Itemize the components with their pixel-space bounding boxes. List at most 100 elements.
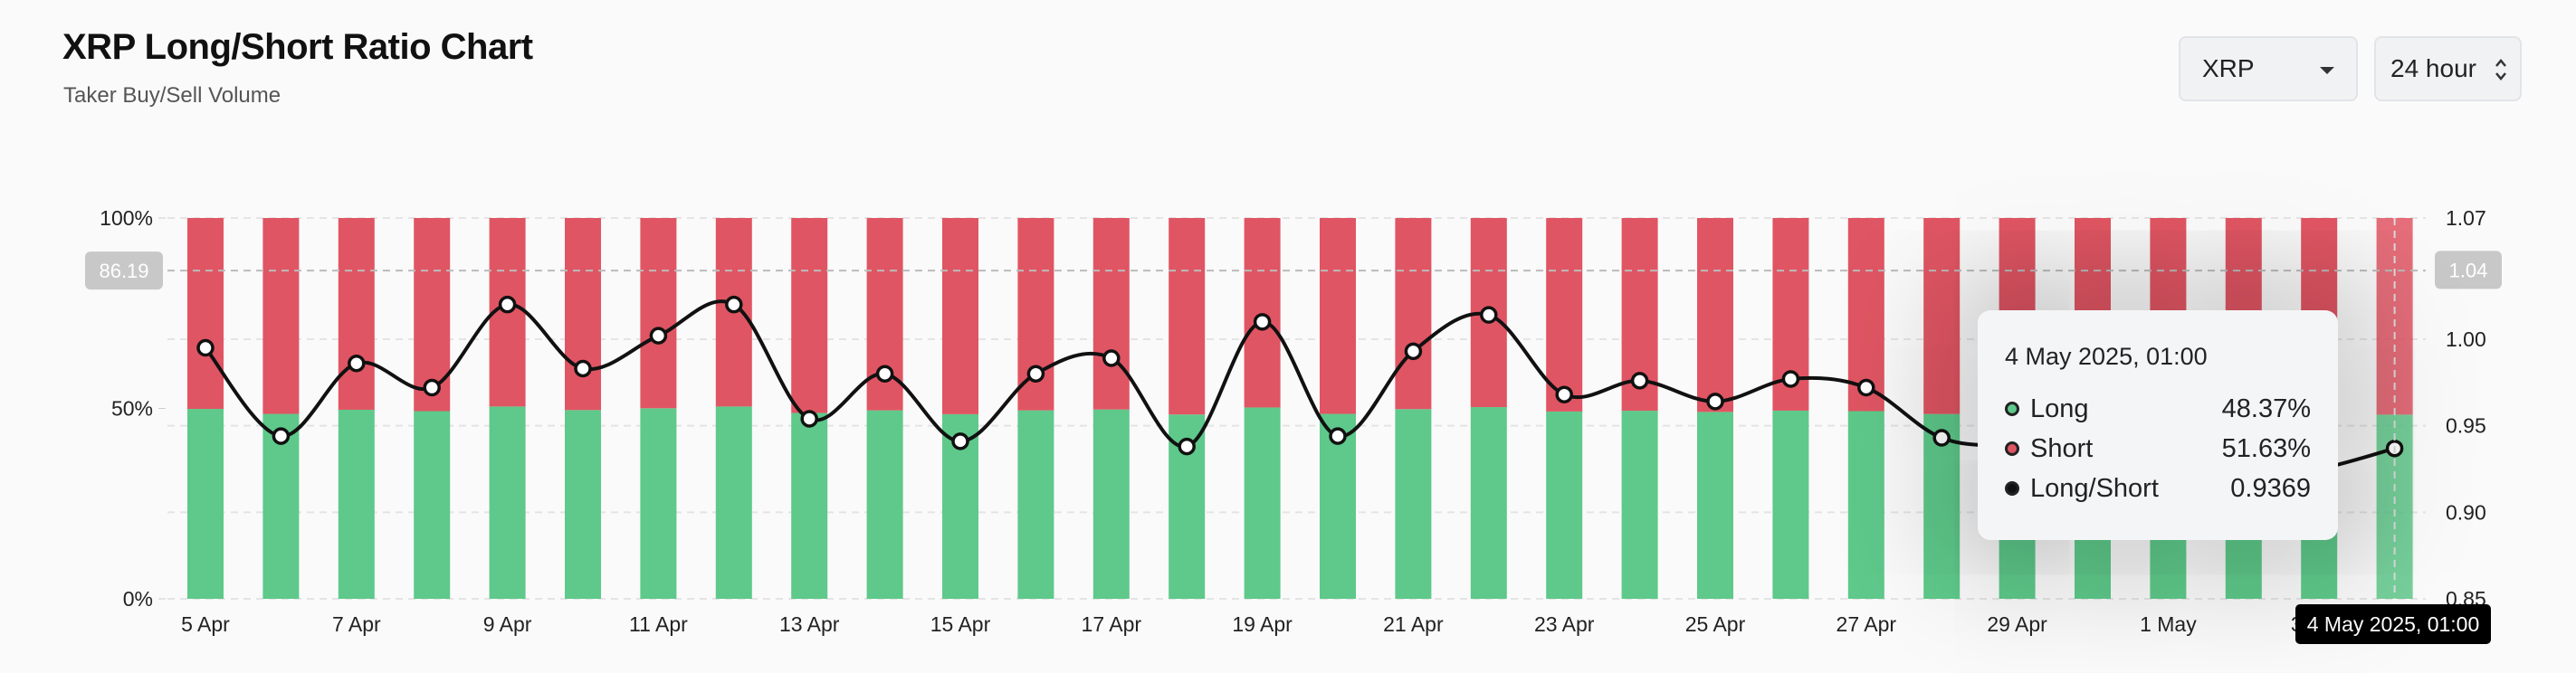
- tooltip-row: Short 51.63%: [2005, 429, 2311, 469]
- tooltip-name: Short: [2030, 433, 2094, 463]
- x-tick-label: 5 Apr: [181, 612, 230, 636]
- ratio-point: [1630, 372, 1649, 390]
- bar-segment: [1092, 218, 1130, 410]
- ratio-point: [1932, 429, 1951, 447]
- ratio-point: [1480, 306, 1498, 324]
- updown-arrow: [2495, 59, 2506, 81]
- bar-segment: [1092, 409, 1130, 599]
- symbol-value: XRP: [2202, 54, 2255, 82]
- crosshair-y2-label: 1.04: [2449, 259, 2488, 281]
- tooltip-value: 0.9369: [2230, 473, 2311, 503]
- ratio-point: [196, 338, 215, 357]
- bar-segment: [1697, 218, 1733, 412]
- bar-segment: [1546, 218, 1583, 412]
- x-tick-label: 15 Apr: [930, 612, 991, 636]
- ratio-point: [498, 295, 517, 314]
- ratio-point: [649, 327, 668, 345]
- ratio-point: [348, 354, 366, 373]
- x-tick-label: 17 Apr: [1082, 612, 1142, 636]
- ratio-point: [1555, 385, 1573, 403]
- x-tick-label: 21 Apr: [1383, 612, 1444, 636]
- title: XRP Long/Short Ratio Chart: [62, 27, 533, 67]
- bar-segment: [640, 218, 677, 409]
- tooltip-value: 51.63%: [2221, 433, 2311, 463]
- bar-segment: [1847, 411, 1884, 599]
- symbol-select[interactable]: XRP: [2179, 36, 2358, 101]
- bar-segment: [1772, 410, 1809, 599]
- y2-tick-label: 1.00: [2446, 327, 2486, 351]
- x-tick-label: 23 Apr: [1534, 612, 1595, 636]
- bar-segment: [489, 406, 526, 599]
- bar-segment: [338, 409, 375, 599]
- bar-segment: [942, 218, 978, 414]
- tooltip-row: Long 48.37%: [2005, 389, 2311, 429]
- bar-segment: [791, 412, 828, 599]
- ratio-point: [423, 378, 441, 397]
- bar-segment: [565, 410, 601, 599]
- ratio-point: [1404, 342, 1423, 361]
- x-tick-label: 25 Apr: [1685, 612, 1746, 636]
- x-tick-label: 13 Apr: [779, 612, 840, 636]
- y-tick-label: 0%: [123, 587, 153, 611]
- crosshair-y2-box: [2435, 251, 2502, 289]
- x-tick-label: 1 May: [2140, 612, 2197, 636]
- x-tick-label: 19 Apr: [1232, 612, 1293, 636]
- bar-segment: [1395, 409, 1432, 599]
- dropdown-arrow: [2320, 67, 2334, 74]
- bar-segment: [187, 409, 224, 599]
- tooltip-name: Long: [2030, 393, 2089, 423]
- crosshair-y-label: 86.19: [99, 260, 148, 282]
- x-tick-label: 29 Apr: [1987, 612, 2047, 636]
- ratio-point: [1781, 370, 1800, 388]
- y2-tick-label: 0.90: [2446, 500, 2486, 524]
- ratio-point: [1102, 349, 1121, 367]
- y2-tick-label: 0.95: [2446, 414, 2486, 438]
- bar-segment: [1244, 407, 1281, 599]
- bar-segment: [565, 218, 601, 411]
- x-tick-label: 7 Apr: [332, 612, 381, 636]
- ratio-point: [951, 432, 969, 450]
- bar-segment: [2376, 218, 2413, 415]
- crosshair-x-label: 4 May 2025, 01:00: [2307, 612, 2480, 636]
- ratio-point: [1706, 393, 1724, 411]
- y2-tick-label: 1.07: [2446, 206, 2486, 230]
- x-tick-label: 9 Apr: [483, 612, 532, 636]
- x-tick-label: 11 Apr: [629, 612, 688, 636]
- bar-segment: [1017, 410, 1054, 599]
- x-tick-label: 27 Apr: [1837, 612, 1897, 636]
- bar-segment: [1320, 218, 1356, 414]
- bar-segment: [1546, 411, 1583, 599]
- ratio-point: [574, 359, 592, 378]
- bar-segment: [791, 218, 828, 413]
- interval-select[interactable]: 24 hour: [2374, 36, 2522, 101]
- ratio-point: [272, 427, 291, 445]
- bar-segment: [1395, 218, 1432, 410]
- tooltip-title: 4 May 2025, 01:00: [2005, 343, 2208, 370]
- tooltip: 4 May 2025, 01:00 Long 48.37% Short 51.63% L…: [1978, 310, 2338, 540]
- interval-value: 24 hour: [2390, 54, 2476, 82]
- y-tick-label: 100%: [100, 206, 153, 230]
- tooltip-row: Long/Short 0.9369: [2005, 469, 2311, 508]
- ratio-point: [1178, 437, 1196, 456]
- bar-segment: [1621, 411, 1658, 599]
- bar-segment: [262, 218, 300, 414]
- bar-segment: [640, 408, 677, 599]
- ratio-point: [1329, 427, 1347, 445]
- ratio-point: [875, 365, 894, 383]
- bar-segment: [1244, 218, 1281, 408]
- tooltip-dot: [2005, 402, 2019, 416]
- ratio-point: [725, 295, 743, 314]
- subtitle: Taker Buy/Sell Volume: [63, 83, 281, 108]
- bar-segment: [1169, 218, 1206, 415]
- bar-segment: [715, 406, 752, 599]
- tooltip-dot: [2005, 441, 2019, 456]
- ratio-point: [1026, 365, 1045, 383]
- tooltip-dot: [2005, 481, 2019, 496]
- bar-segment: [414, 411, 451, 599]
- ratio-point: [1253, 313, 1272, 331]
- crosshair-y-box: [85, 251, 163, 290]
- bar-segment: [1470, 407, 1507, 599]
- ratio-point: [800, 410, 818, 428]
- tooltip-value: 48.37%: [2221, 393, 2311, 423]
